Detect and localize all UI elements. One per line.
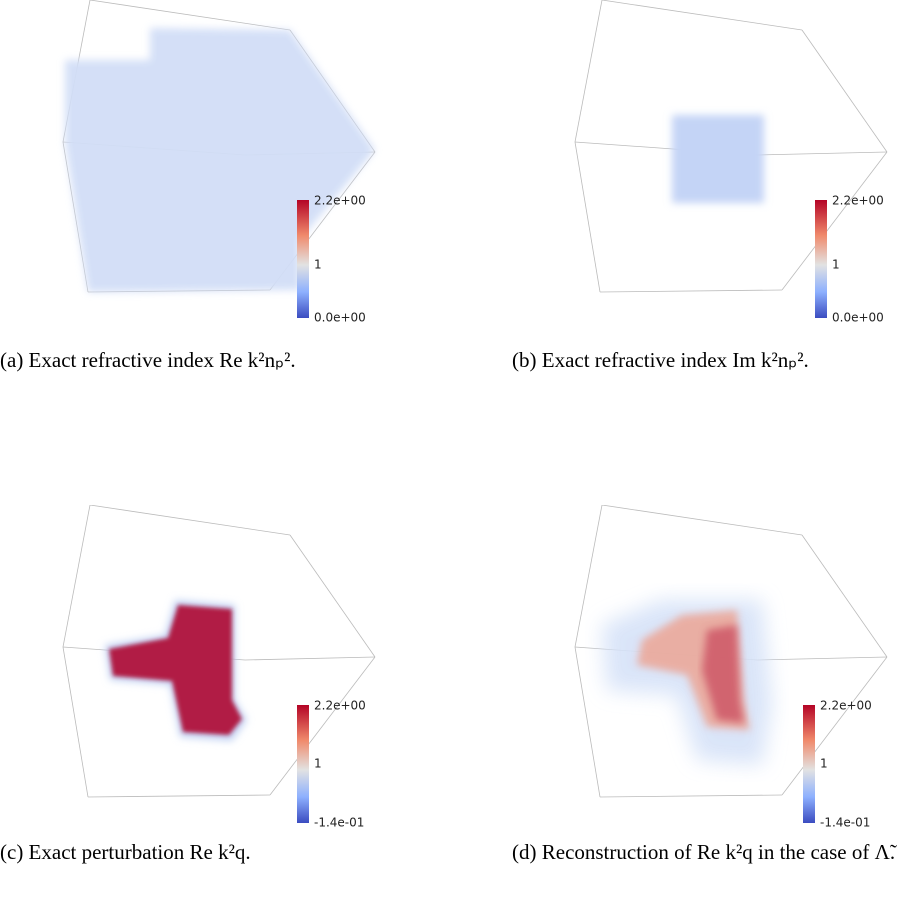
colorbar-label: 1 [314, 258, 322, 272]
colorbar-label: 1 [832, 258, 840, 272]
colorbar-label: -1.4e-01 [820, 816, 870, 830]
colorbar-label: -1.4e-01 [314, 816, 364, 830]
colorbar-label: 0.0e+00 [314, 311, 366, 325]
colorbar-label: 2.2e+00 [820, 699, 872, 713]
volume-render: 2.2e+00 1 0.0e+00 [574, 0, 888, 325]
volume-render: 2.2e+00 1 -1.4e-01 [574, 505, 888, 830]
subfigure: 2.2e+00 1 -1.4e-01 (d) Reconstruction of Re… [512, 505, 902, 915]
colorbar [297, 200, 309, 318]
colorbar-label: 1 [820, 757, 828, 771]
caption: (d) Reconstruction of Re k²q in the case… [512, 840, 896, 864]
bounding-box [574, 0, 888, 293]
caption: (b) Exact refractive index Im k²nₚ². [512, 348, 809, 372]
volume [105, 600, 247, 741]
volume-render: 2.2e+00 1 0.0e+00 [62, 0, 376, 325]
colorbar-label: 0.0e+00 [832, 311, 884, 325]
bounding-box [62, 505, 376, 798]
colorbar [803, 705, 815, 823]
colorbar-label: 2.2e+00 [314, 699, 366, 713]
colorbar-label: 2.2e+00 [832, 194, 884, 208]
caption: (a) Exact refractive index Re k²nₚ². [0, 348, 296, 372]
volume [65, 28, 375, 292]
colorbar [297, 705, 309, 823]
colorbar [815, 200, 827, 318]
subfigure: 2.2e+00 1 0.0e+00 (a) Exact refractive inde… [0, 0, 390, 410]
colorbar-label: 2.2e+00 [314, 194, 366, 208]
subfigure: 2.2e+00 1 0.0e+00 (b) Exact refractive inde… [512, 0, 902, 410]
subfigure: 2.2e+00 1 -1.4e-01 (c) Exact perturbation R… [0, 505, 390, 915]
colorbar-label: 1 [314, 757, 322, 771]
volume [672, 115, 764, 203]
volume [602, 600, 772, 765]
caption: (c) Exact perturbation Re k²q. [0, 840, 251, 864]
volume-render: 2.2e+00 1 -1.4e-01 [62, 505, 376, 830]
